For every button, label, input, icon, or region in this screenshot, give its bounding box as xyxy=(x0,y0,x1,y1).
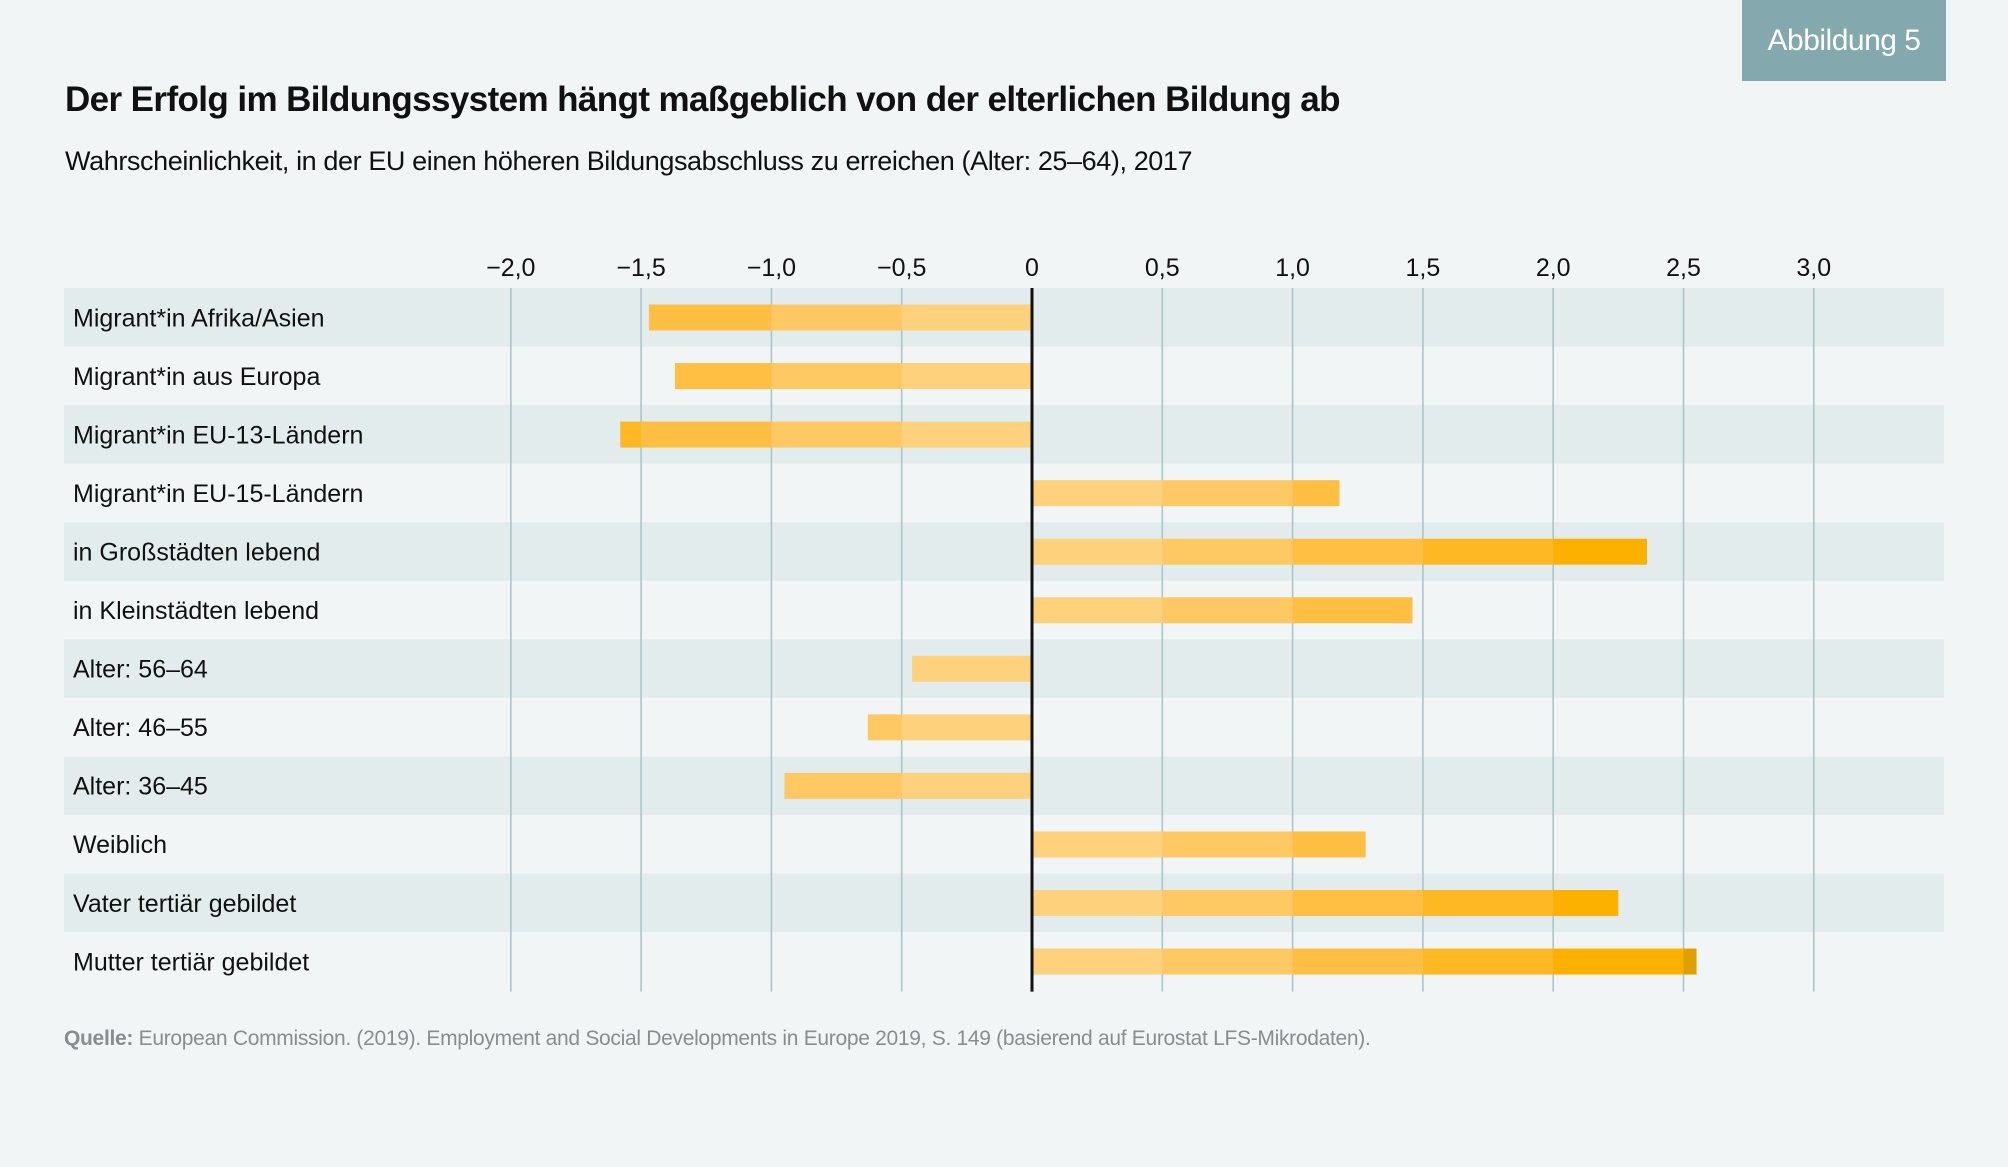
bar-segment xyxy=(1162,538,1293,565)
x-tick-label: 0 xyxy=(1025,254,1039,282)
bar-segment xyxy=(1032,890,1163,916)
bar-segment xyxy=(901,363,1032,390)
source-note: Quelle: European Commission. (2019). Emp… xyxy=(64,1027,1371,1051)
bar-segment xyxy=(1292,538,1423,565)
bar-segment xyxy=(1162,597,1293,624)
category-label: Migrant*in Afrika/Asien xyxy=(73,304,325,332)
bar-segment xyxy=(1032,597,1163,624)
bar-segment xyxy=(1162,480,1293,507)
bar-segment xyxy=(1422,890,1554,916)
category-label: Alter: 46–55 xyxy=(73,714,208,742)
x-tick-label: −1,5 xyxy=(616,254,665,282)
bar-segment xyxy=(648,304,772,331)
bar-segment xyxy=(901,714,1032,741)
source-text: European Commission. (2019). Employment … xyxy=(133,1027,1371,1050)
bars xyxy=(620,304,1697,975)
bar-segment xyxy=(901,304,1032,331)
category-label: Mutter tertiär gebildet xyxy=(73,948,309,976)
x-tick-label: 0,5 xyxy=(1145,254,1180,282)
bar-segment xyxy=(1032,538,1163,565)
bar xyxy=(867,714,1032,741)
bar xyxy=(1032,948,1697,975)
gridlines xyxy=(509,288,1815,992)
bar xyxy=(1032,538,1648,565)
bar-segment xyxy=(674,363,772,390)
bar xyxy=(912,655,1032,682)
category-label: Alter: 36–45 xyxy=(73,773,208,801)
bar xyxy=(1032,890,1619,916)
bar xyxy=(674,363,1032,390)
bar-segment xyxy=(771,304,902,331)
bar-segment xyxy=(1553,948,1684,975)
figure-badge: Abbildung 5 xyxy=(1742,0,1946,81)
bar-segment xyxy=(1553,890,1619,916)
category-label: in Großstädten lebend xyxy=(73,538,320,566)
category-label: Weiblich xyxy=(73,831,167,859)
x-tick-label: 2,5 xyxy=(1666,254,1701,282)
x-tick-label: −1,0 xyxy=(747,254,796,282)
bar-segment xyxy=(1683,948,1697,975)
bar-segment xyxy=(1422,948,1554,975)
bar-segment xyxy=(1422,538,1554,565)
bar-segment xyxy=(867,714,902,741)
bar xyxy=(1032,597,1413,624)
bar xyxy=(784,772,1032,799)
chart-title: Der Erfolg im Bildungssystem hängt maßge… xyxy=(65,80,1340,119)
x-tick-label: 1,0 xyxy=(1275,254,1310,282)
bar-segment xyxy=(771,363,902,390)
x-tick-label: 1,5 xyxy=(1406,254,1441,282)
x-tick-label: 3,0 xyxy=(1796,254,1831,282)
bar-segment xyxy=(784,772,902,799)
bar-segment xyxy=(1292,890,1423,916)
x-tick-label: 2,0 xyxy=(1536,254,1571,282)
source-label: Quelle: xyxy=(64,1027,134,1050)
category-labels: Migrant*in Afrika/Asien Migrant*in aus Eu… xyxy=(73,304,363,976)
bar-segment xyxy=(1162,948,1293,975)
x-tick-label: −0,5 xyxy=(877,254,926,282)
chart-subtitle: Wahrscheinlichkeit, in der EU einen höhe… xyxy=(65,146,1193,176)
category-label: Migrant*in aus Europa xyxy=(73,363,320,391)
bar-segment xyxy=(1292,948,1423,975)
bar-segment xyxy=(641,421,772,448)
bar xyxy=(648,304,1032,331)
category-label: Migrant*in EU-13-Ländern xyxy=(73,421,363,449)
x-tick-label: −2,0 xyxy=(486,254,535,282)
bar-segment xyxy=(1553,538,1648,565)
bar-segment xyxy=(771,421,902,448)
bar-segment xyxy=(901,421,1032,448)
row-band xyxy=(64,873,1944,933)
bar-segment xyxy=(1162,831,1293,858)
bar-segment xyxy=(620,421,642,448)
bar-segment xyxy=(1292,831,1366,858)
category-label: Vater tertiär gebildet xyxy=(73,890,296,918)
bar-segment xyxy=(1292,597,1413,624)
category-label: in Kleinstädten lebend xyxy=(73,597,319,625)
bar-segment xyxy=(912,655,1032,682)
category-label: Migrant*in EU-15-Ländern xyxy=(73,480,363,508)
bar-segment xyxy=(1162,890,1293,916)
bar-segment xyxy=(901,772,1032,799)
bar-segment xyxy=(1292,480,1340,507)
bar xyxy=(1032,480,1340,507)
bar xyxy=(620,421,1032,448)
bar-segment xyxy=(1032,480,1163,507)
bar-segment xyxy=(1032,831,1163,858)
row-band xyxy=(64,522,1944,581)
bar xyxy=(1032,831,1366,858)
category-label: Alter: 56–64 xyxy=(73,656,208,684)
bar-segment xyxy=(1032,948,1163,975)
x-tick-labels: −2,0 −1,5 −1,0 −0,5 0 0,5 1,0 1,5 2,0 2,5 3,0 xyxy=(486,254,1831,282)
